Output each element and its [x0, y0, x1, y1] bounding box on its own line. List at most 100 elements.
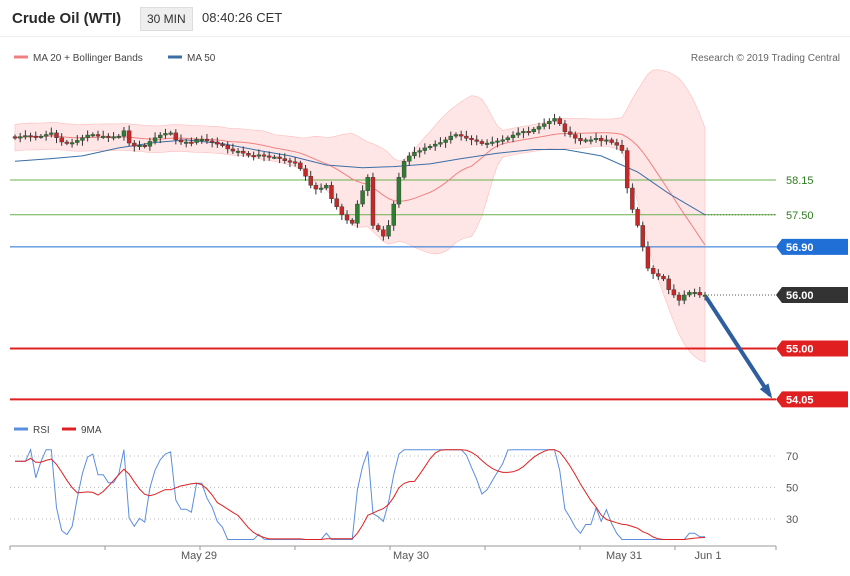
bollinger-band	[14, 69, 706, 363]
candle-body	[427, 146, 433, 149]
candle	[422, 143, 428, 155]
candle-body	[303, 168, 308, 177]
candle-body	[656, 273, 661, 277]
candle-body	[557, 118, 562, 124]
candle-body	[334, 198, 339, 207]
candle	[246, 151, 251, 158]
candle	[121, 127, 127, 141]
candle-body	[375, 225, 381, 230]
candle-body	[28, 135, 33, 138]
candle	[458, 130, 464, 141]
instrument-title: Crude Oil (WTI)	[12, 10, 122, 27]
candle-body	[163, 133, 168, 136]
candle-body	[635, 209, 640, 226]
time-label: May 29	[181, 550, 217, 562]
candle-body	[412, 151, 417, 157]
candle-body	[386, 225, 391, 237]
candle-body	[453, 134, 459, 137]
time-label: May 31	[606, 550, 642, 562]
candle-body	[329, 185, 334, 199]
candle-body	[313, 185, 319, 190]
candle	[433, 140, 438, 151]
candle	[90, 132, 96, 138]
candle-body	[318, 187, 324, 190]
candle-body	[552, 118, 557, 122]
level-tag-56.00	[776, 287, 848, 303]
bollinger-band-layer	[14, 69, 706, 363]
candle-body	[531, 128, 536, 133]
candle	[557, 116, 562, 126]
candle-body	[241, 150, 246, 154]
candle	[199, 135, 204, 144]
candle-body	[614, 142, 620, 146]
candle	[261, 151, 267, 162]
candle-body	[137, 144, 142, 147]
level-tag-54.05	[776, 391, 848, 408]
candle	[661, 274, 666, 282]
timeframe-button[interactable]: 30 MIN	[140, 7, 193, 31]
candle	[116, 133, 121, 139]
candle	[28, 132, 33, 142]
candle	[329, 181, 334, 204]
rsi-tick-50: 50	[786, 483, 798, 495]
candle	[313, 182, 319, 195]
candle-body	[80, 137, 85, 141]
candle	[365, 174, 370, 197]
chart-header: Crude Oil (WTI) 30 MIN 08:40:26 CET	[0, 0, 850, 37]
candle	[676, 292, 682, 306]
candle-body	[448, 135, 453, 141]
candle-body	[360, 190, 365, 205]
candle	[184, 139, 189, 148]
candle	[521, 128, 526, 139]
candle	[256, 149, 262, 159]
candle-body	[132, 142, 137, 147]
candle-body	[495, 140, 500, 143]
candle	[505, 135, 511, 142]
rsi-tick-30: 30	[786, 514, 798, 526]
candle-body	[526, 131, 531, 133]
candle-body	[604, 139, 609, 142]
level-label-57.50: 57.50	[786, 210, 814, 222]
candle-body	[168, 132, 173, 135]
candle-body	[287, 160, 293, 163]
candle	[142, 143, 147, 149]
candle	[241, 146, 246, 157]
candle	[287, 157, 293, 168]
candle	[23, 130, 28, 140]
candle-body	[687, 292, 692, 296]
candle	[578, 133, 583, 145]
candle	[225, 141, 230, 154]
rsi-layer: 30 50 70	[15, 448, 798, 540]
candle-body	[158, 134, 163, 138]
candle	[194, 137, 199, 145]
candle	[59, 133, 64, 146]
rsi9-legend-label: 9MA	[81, 425, 102, 436]
candle	[350, 217, 355, 226]
candle	[318, 183, 324, 193]
candle	[541, 118, 547, 130]
candle	[531, 127, 536, 134]
candle-body	[220, 143, 225, 146]
candle-body	[391, 203, 396, 226]
candle	[381, 225, 386, 241]
candle-body	[251, 155, 256, 158]
candle-body	[484, 142, 490, 145]
candle-body	[282, 158, 287, 161]
candle-body	[308, 176, 313, 186]
candle-body	[516, 132, 521, 136]
rsi-legend-label: RSI	[33, 425, 50, 436]
candle-body	[75, 140, 80, 143]
candle	[111, 132, 116, 141]
candle	[640, 221, 645, 252]
candle-body	[567, 131, 573, 135]
candle-body	[562, 123, 568, 133]
candle-body	[650, 268, 656, 274]
level-tag-text-56.90: 56.90	[786, 242, 814, 254]
candle	[573, 131, 578, 144]
candle	[682, 290, 687, 305]
candle	[49, 127, 54, 138]
candle	[375, 223, 381, 232]
candle	[158, 132, 163, 144]
candle	[69, 138, 75, 148]
candle-body	[370, 177, 376, 226]
